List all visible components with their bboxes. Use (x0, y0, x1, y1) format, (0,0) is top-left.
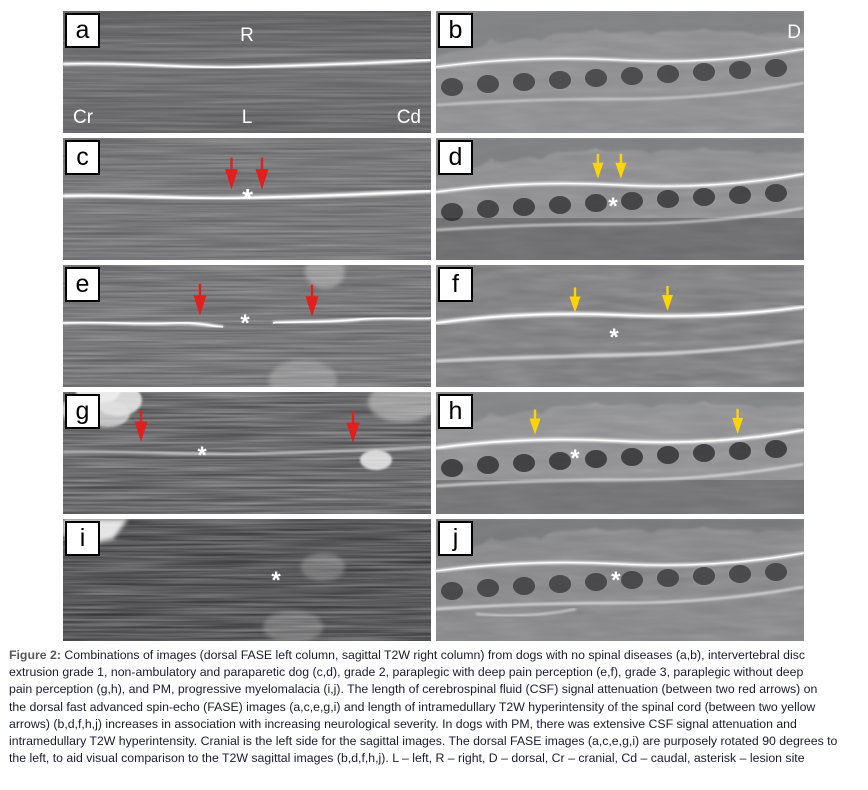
svg-text:D: D (787, 22, 801, 43)
svg-text:*: * (609, 324, 619, 351)
svg-text:R: R (240, 25, 254, 46)
svg-text:L: L (242, 107, 253, 128)
svg-text:*: * (608, 193, 618, 220)
svg-text:*: * (242, 183, 253, 214)
svg-text:*: * (240, 310, 250, 337)
svg-text:*: * (197, 442, 207, 469)
svg-text:*: * (271, 567, 281, 594)
svg-text:Cr: Cr (73, 107, 94, 128)
svg-text:Cd: Cd (397, 107, 421, 128)
svg-text:*: * (611, 567, 621, 594)
svg-text:*: * (570, 445, 580, 472)
